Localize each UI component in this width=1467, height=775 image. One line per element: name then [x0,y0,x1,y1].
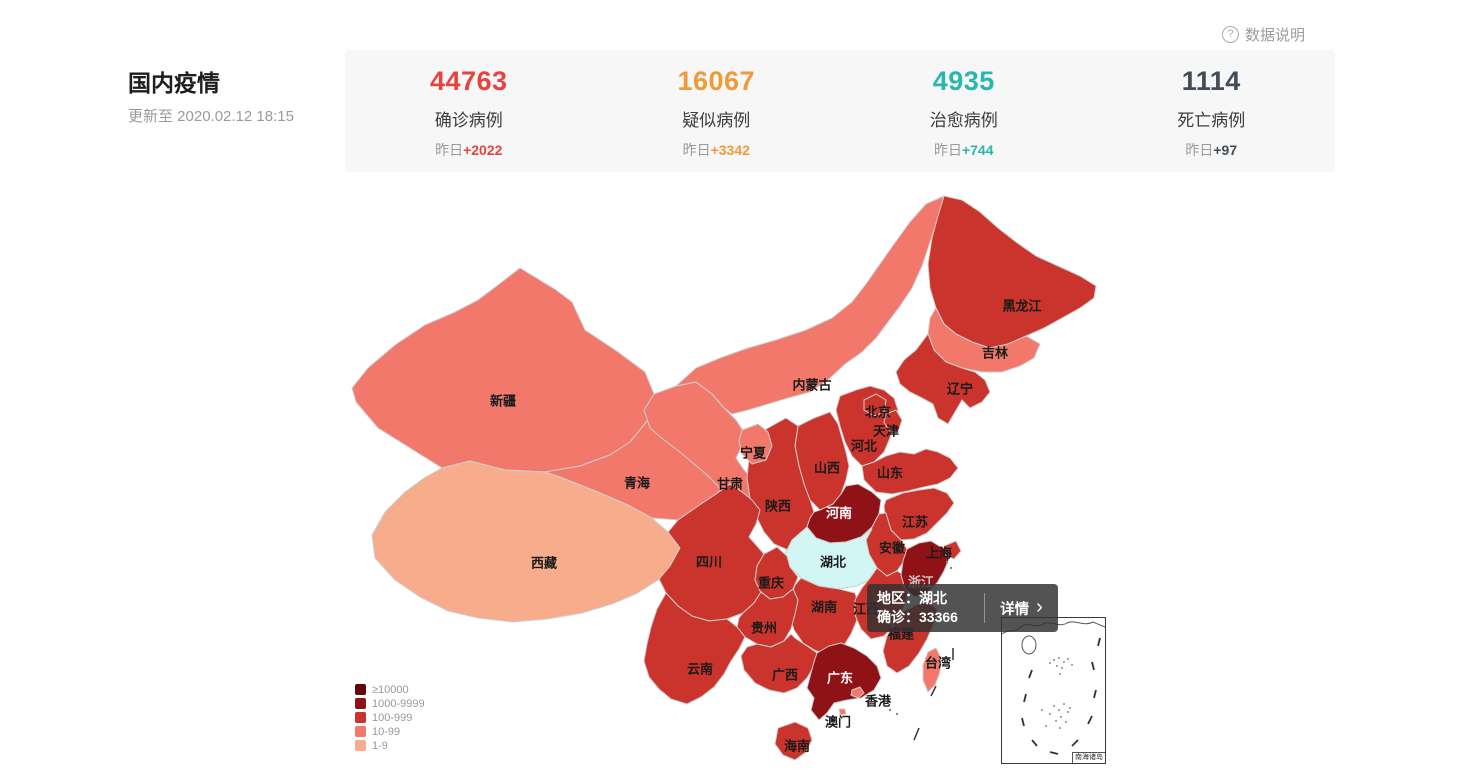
cured-label: 治愈病例 [929,111,998,130]
confirmed-count: 44763 [429,66,508,96]
deaths-delta-prefix: 昨日 [1185,142,1214,158]
suspected-label: 疑似病例 [682,111,751,130]
cured-delta-prefix: 昨日 [933,142,962,158]
page-title: 国内疫情 [128,70,220,96]
province-liaoning[interactable] [895,333,991,425]
province-hongkong[interactable] [850,686,865,699]
province-hainan[interactable] [774,721,813,761]
legend-label: 10-99 [372,725,401,738]
legend-item-≥10000: ≥10000 [355,683,425,696]
suspected-delta-prefix: 昨日 [682,142,711,158]
inset-island-dots [1041,657,1073,729]
data-note-link[interactable]: ? 数据说明 [1222,24,1305,45]
confirmed-delta-prefix: 昨日 [435,142,464,158]
province-zhejiang[interactable] [900,540,950,598]
province-neimenggu[interactable] [675,195,945,415]
province-guangdong[interactable] [806,642,882,721]
stat-suspected: 16067 疑似病例 昨日+3342 [593,50,841,172]
confirmed-delta: +2022 [463,142,503,158]
suspected-delta: +3342 [710,142,750,158]
legend-label: 100-999 [372,711,413,724]
province-shanghai[interactable] [943,540,962,560]
suspected-count: 16067 [677,66,756,96]
legend-swatch [355,712,366,723]
confirmed-label: 确诊病例 [434,111,503,130]
legend-item-1000-9999: 1000-9999 [355,697,425,710]
tooltip-divider [984,593,985,623]
province-guangxi[interactable] [740,633,818,694]
question-circle-icon: ? [1222,26,1239,43]
stats-panel: 44763 确诊病例 昨日+2022 16067 疑似病例 昨日+3342 49… [345,50,1335,172]
legend-swatch [355,684,366,695]
inset-title: 南海诸岛 [1072,752,1105,763]
legend-label: 1-9 [372,739,388,752]
deaths-label: 死亡病例 [1177,111,1246,130]
inset-nine-dash-line [1021,637,1101,755]
details-label: 详情 [1000,601,1030,618]
nine-dash-segments [913,648,954,741]
legend-label: 1000-9999 [372,697,425,710]
legend-label: ≥10000 [372,683,409,696]
province-jiangsu[interactable] [883,487,955,541]
map-legend: ≥10000 1000-9999 100-999 10-99 1-9 [355,684,425,754]
stat-deaths: 1114 死亡病例 昨日+97 [1088,50,1336,172]
tooltip-details-button[interactable]: 详情 › [985,596,1058,619]
data-note-label: 数据说明 [1245,27,1306,44]
province-xinjiang[interactable] [351,267,655,473]
province-tianjin[interactable] [883,409,903,433]
province-yunnan[interactable] [643,592,746,705]
update-time: 更新至 2020.02.12 18:15 [128,108,294,125]
province-beijing[interactable] [863,393,887,417]
legend-swatch [355,726,366,737]
deaths-delta: +97 [1213,142,1238,158]
south-china-sea-inset: 南海诸岛 [1001,617,1106,764]
cured-count: 4935 [932,66,995,96]
legend-item-10-99: 10-99 [355,725,425,738]
stat-cured: 4935 治愈病例 昨日+744 [840,50,1088,172]
legend-item-1-9: 1-9 [355,739,425,752]
tooltip-region: 地区：湖北 [877,590,947,606]
stat-confirmed: 44763 确诊病例 昨日+2022 [345,50,593,172]
inset-hainan-outline [1021,635,1037,655]
province-shandong[interactable] [861,448,959,495]
deaths-count: 1114 [1181,66,1241,96]
china-map [351,195,1097,761]
province-heilongjiang[interactable] [927,195,1097,349]
chevron-right-icon: › [1036,596,1043,618]
small-islands-dots [888,560,953,716]
province-aomen[interactable] [838,708,847,716]
cured-delta: +744 [961,142,994,158]
legend-swatch [355,698,366,709]
legend-swatch [355,740,366,751]
legend-item-100-999: 100-999 [355,711,425,724]
province-ningxia[interactable] [738,423,773,465]
map-tooltip: 地区：湖北 确诊：33366 详情 › [867,584,1058,632]
province-taiwan[interactable] [922,647,942,693]
tooltip-confirmed: 确诊：33366 [877,609,958,625]
